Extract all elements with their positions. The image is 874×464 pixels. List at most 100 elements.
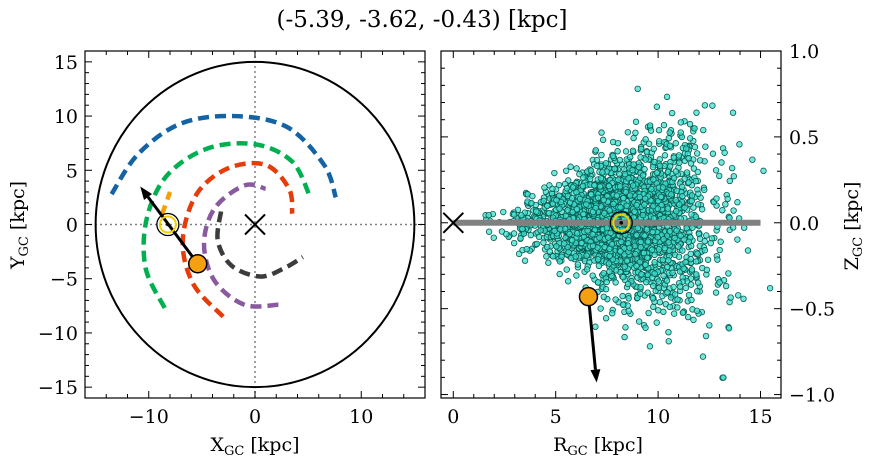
star-point bbox=[621, 263, 628, 270]
star-point bbox=[549, 253, 557, 260]
star-point bbox=[693, 287, 701, 295]
star-point bbox=[638, 145, 645, 153]
star-point bbox=[704, 256, 712, 263]
star-point bbox=[641, 232, 648, 240]
star-point bbox=[646, 343, 654, 350]
star-point bbox=[642, 136, 649, 143]
spiral-arm-5 bbox=[201, 182, 279, 309]
star-point bbox=[671, 234, 678, 242]
star-point bbox=[653, 319, 660, 326]
star-point bbox=[673, 208, 680, 215]
star-point bbox=[598, 151, 605, 159]
star-point bbox=[664, 168, 672, 175]
star-point bbox=[634, 85, 641, 93]
right-galactic-center-marker-stroke-b bbox=[442, 212, 464, 234]
star-point bbox=[666, 142, 674, 149]
left-y-tick-label: −10 bbox=[38, 323, 78, 345]
star-point bbox=[556, 258, 564, 265]
star-point bbox=[529, 192, 536, 200]
star-point bbox=[588, 191, 595, 198]
star-point bbox=[519, 225, 526, 233]
left-sun-marker-dot bbox=[166, 222, 170, 227]
star-point bbox=[641, 201, 648, 208]
star-point bbox=[546, 248, 553, 255]
star-point bbox=[736, 141, 743, 148]
star-point bbox=[596, 234, 603, 241]
star-cloud bbox=[482, 85, 774, 381]
star-point bbox=[607, 229, 614, 237]
star-point bbox=[609, 310, 616, 317]
right-sun-marker bbox=[609, 211, 633, 235]
star-point bbox=[569, 208, 576, 216]
star-point bbox=[650, 145, 657, 153]
star-point bbox=[630, 134, 637, 142]
star-point bbox=[594, 256, 602, 263]
star-point bbox=[760, 167, 767, 175]
star-point bbox=[600, 293, 607, 301]
star-point bbox=[614, 139, 622, 147]
star-point bbox=[583, 252, 590, 259]
star-point bbox=[670, 154, 678, 161]
star-point bbox=[642, 261, 649, 269]
left-y-tick-label: −5 bbox=[50, 269, 78, 291]
star-point bbox=[701, 102, 709, 109]
star-point bbox=[587, 175, 594, 183]
star-point bbox=[686, 120, 694, 128]
star-point bbox=[678, 183, 686, 191]
star-point bbox=[734, 199, 741, 206]
star-point bbox=[616, 156, 624, 164]
left-x-axis-label: XGC [kpc] bbox=[210, 434, 299, 459]
star-point bbox=[556, 192, 563, 199]
star-point bbox=[693, 258, 700, 265]
star-point bbox=[632, 129, 639, 137]
star-point bbox=[635, 163, 642, 171]
star-point bbox=[666, 303, 674, 311]
star-point bbox=[629, 166, 636, 174]
star-point bbox=[545, 259, 552, 266]
right-x-tick-label: 10 bbox=[646, 406, 670, 428]
star-point bbox=[666, 163, 674, 170]
star-point bbox=[668, 191, 675, 198]
star-point bbox=[726, 177, 733, 185]
star-point bbox=[664, 205, 672, 212]
star-point bbox=[670, 283, 677, 291]
star-point bbox=[624, 129, 632, 136]
star-point bbox=[622, 148, 630, 155]
star-point bbox=[589, 231, 596, 238]
star-point bbox=[653, 103, 661, 110]
right-y-tick-label: 0.5 bbox=[789, 127, 819, 149]
star-point bbox=[702, 143, 709, 150]
right-ticks: 0 5 10 15 −1.0 −0.5 0.0 0.5 1.0 bbox=[441, 41, 835, 428]
star-point bbox=[655, 127, 663, 134]
star-point bbox=[543, 253, 550, 260]
star-point bbox=[636, 193, 644, 201]
star-point bbox=[642, 324, 649, 331]
star-point bbox=[675, 152, 683, 159]
left-y-tick-label: 0 bbox=[66, 215, 78, 237]
star-point bbox=[640, 249, 648, 257]
star-point bbox=[574, 261, 582, 268]
star-point bbox=[641, 166, 648, 173]
star-point bbox=[684, 313, 692, 321]
star-point bbox=[583, 266, 591, 273]
star-point bbox=[544, 202, 551, 210]
star-point bbox=[688, 197, 695, 205]
star-point bbox=[563, 185, 571, 192]
star-point bbox=[665, 338, 672, 345]
star-point bbox=[632, 250, 639, 258]
star-point bbox=[660, 272, 667, 279]
star-point bbox=[625, 307, 632, 315]
star-point bbox=[679, 247, 686, 254]
star-point bbox=[654, 234, 661, 241]
star-point bbox=[706, 322, 713, 329]
star-point bbox=[619, 301, 627, 309]
star-point bbox=[510, 239, 518, 247]
star-point bbox=[699, 353, 707, 360]
star-point bbox=[672, 140, 679, 147]
star-point bbox=[564, 278, 572, 285]
star-point bbox=[623, 202, 630, 209]
star-point bbox=[599, 136, 607, 144]
star-point bbox=[650, 202, 657, 210]
star-point bbox=[540, 239, 547, 246]
star-point bbox=[523, 246, 530, 253]
